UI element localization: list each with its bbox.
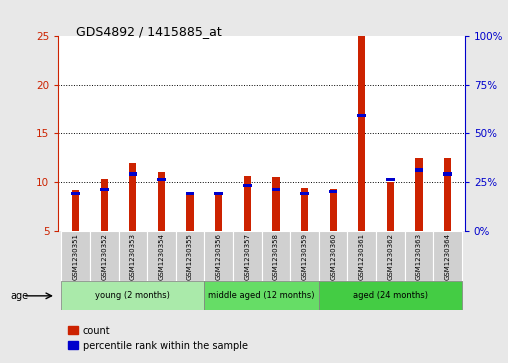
Bar <box>300 192 309 195</box>
Text: GSM1230353: GSM1230353 <box>130 233 136 280</box>
Bar <box>214 192 223 195</box>
Bar <box>319 281 462 310</box>
Text: middle aged (12 months): middle aged (12 months) <box>208 291 315 300</box>
Bar <box>376 231 405 281</box>
Bar <box>358 114 366 117</box>
Bar <box>319 231 347 281</box>
Text: GSM1230363: GSM1230363 <box>416 233 422 280</box>
Bar <box>215 195 223 231</box>
Legend: count, percentile rank within the sample: count, percentile rank within the sample <box>65 322 251 355</box>
Bar <box>416 158 423 231</box>
Bar <box>158 172 165 231</box>
Text: GSM1230351: GSM1230351 <box>73 233 79 280</box>
Bar <box>100 188 109 191</box>
Bar <box>118 231 147 281</box>
Text: GSM1230358: GSM1230358 <box>273 233 279 280</box>
Bar <box>176 231 204 281</box>
Bar <box>61 281 204 310</box>
Text: young (2 months): young (2 months) <box>96 291 170 300</box>
Bar <box>204 281 319 310</box>
Bar <box>272 188 280 191</box>
Bar <box>243 184 251 187</box>
Text: GSM1230359: GSM1230359 <box>302 233 307 280</box>
Bar <box>405 231 433 281</box>
Bar <box>387 182 394 231</box>
Text: GSM1230352: GSM1230352 <box>101 233 107 280</box>
Bar <box>262 231 290 281</box>
Bar <box>330 189 337 231</box>
Bar <box>443 172 452 176</box>
Bar <box>186 192 195 195</box>
Text: GSM1230356: GSM1230356 <box>216 233 221 280</box>
Bar <box>386 178 395 182</box>
Bar <box>186 195 194 231</box>
Text: age: age <box>10 291 28 301</box>
Bar <box>157 178 166 182</box>
Bar <box>301 188 308 231</box>
Text: GSM1230355: GSM1230355 <box>187 233 193 280</box>
Bar <box>347 231 376 281</box>
Bar <box>358 36 365 231</box>
Text: GDS4892 / 1415885_at: GDS4892 / 1415885_at <box>76 25 222 38</box>
Text: GSM1230364: GSM1230364 <box>444 233 451 280</box>
Bar <box>101 179 108 231</box>
Bar <box>129 163 137 231</box>
Bar <box>272 177 279 231</box>
Bar <box>72 190 79 231</box>
Bar <box>433 231 462 281</box>
Bar <box>204 231 233 281</box>
Bar <box>233 231 262 281</box>
Text: GSM1230357: GSM1230357 <box>244 233 250 280</box>
Bar <box>90 231 118 281</box>
Bar <box>147 231 176 281</box>
Text: aged (24 months): aged (24 months) <box>353 291 428 300</box>
Bar <box>290 231 319 281</box>
Text: GSM1230360: GSM1230360 <box>330 233 336 280</box>
Bar <box>415 168 423 172</box>
Text: GSM1230361: GSM1230361 <box>359 233 365 280</box>
Bar <box>329 190 337 193</box>
Bar <box>129 172 137 176</box>
Bar <box>444 158 451 231</box>
Text: GSM1230354: GSM1230354 <box>158 233 165 280</box>
Bar <box>71 192 80 195</box>
Bar <box>244 176 251 231</box>
Text: GSM1230362: GSM1230362 <box>388 233 393 280</box>
Bar <box>61 231 90 281</box>
